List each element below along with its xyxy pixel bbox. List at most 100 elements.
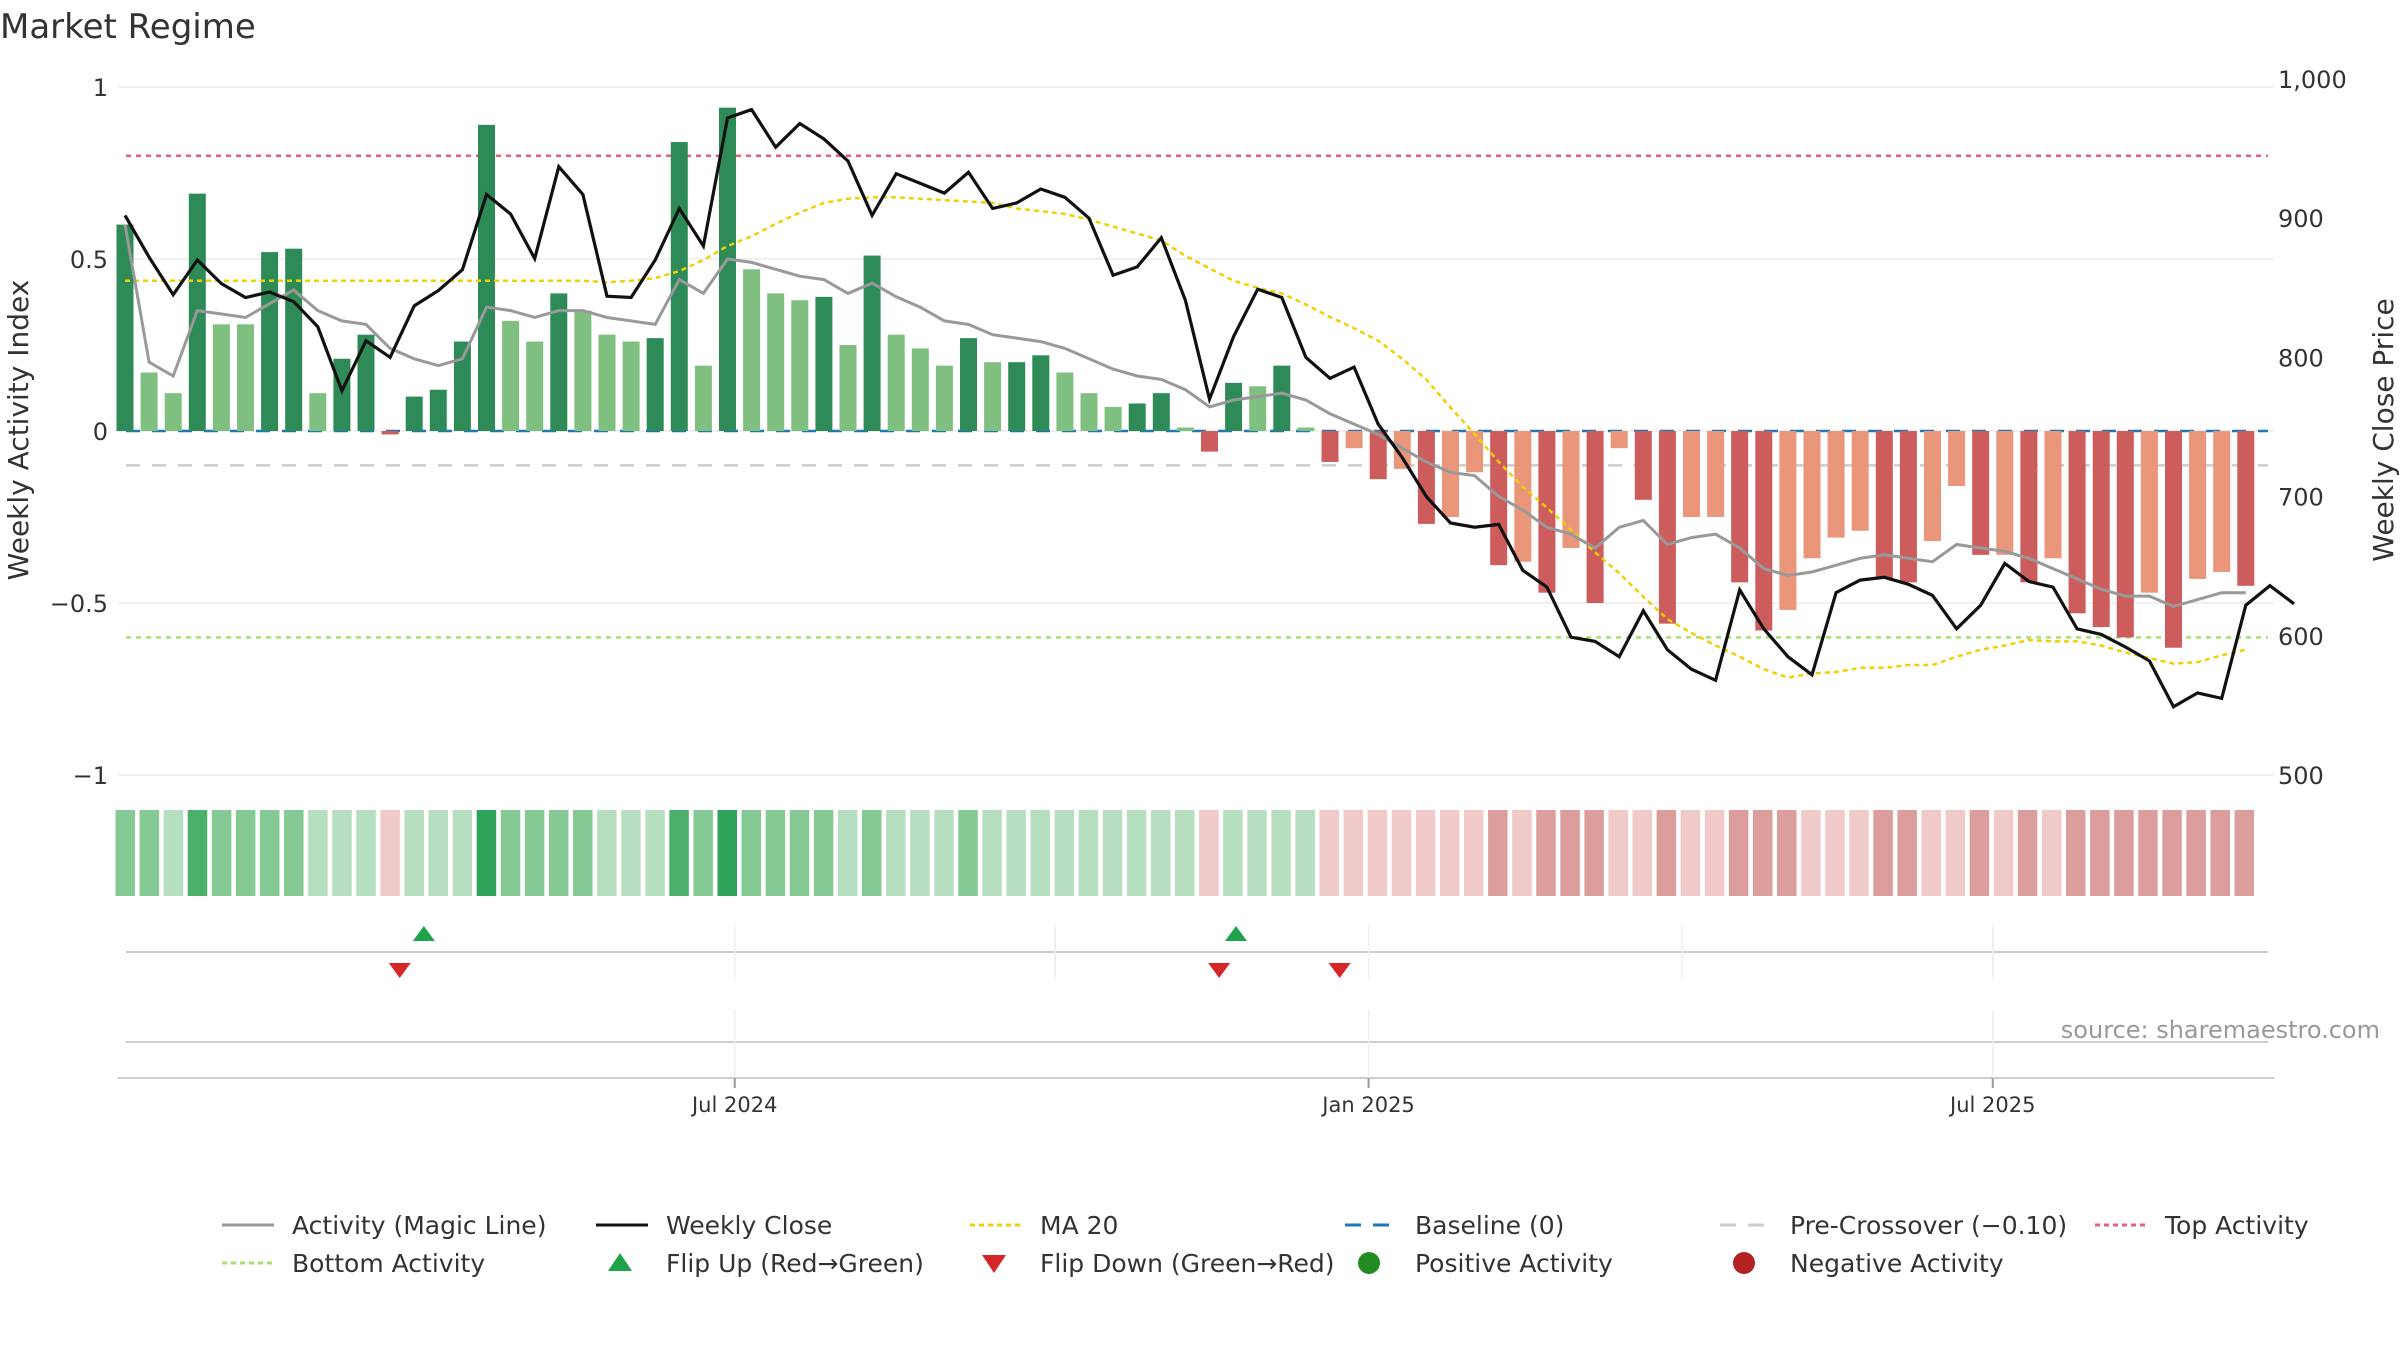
regime-cell [1319,810,1339,896]
activity-bar [1225,382,1243,431]
activity-bar [646,338,664,431]
activity-bar [1827,431,1845,538]
legend-item: Baseline (0) [1345,1211,1564,1240]
activity-bars [116,107,2255,648]
regime-cell [1969,810,1990,896]
regime-cell [332,810,352,896]
activity-bar [2020,431,2038,583]
regime-cell [1223,810,1243,896]
activity-bar [670,142,688,432]
regime-cell [1945,810,1966,896]
activity-bar [960,338,977,431]
activity-bar [815,296,833,431]
activity-bar [2092,431,2110,628]
legend-swatch-circle [1358,1252,1380,1274]
flip-down-marker [1328,963,1351,978]
regime-cell [187,810,208,896]
activity-bar [598,334,616,431]
activity-bar [1008,362,1026,431]
ma20-line [125,196,2247,679]
activity-bar [791,300,809,431]
regime-cell [1126,810,1147,896]
activity-bar [622,341,640,431]
activity-bar [1779,431,1797,610]
regime-cell [1704,810,1725,896]
activity-bar [164,393,182,431]
activity-bar [2068,431,2086,614]
activity-bar [1201,431,1218,452]
regime-cell [476,810,497,896]
regime-cell [2041,810,2062,896]
activity-bar [863,255,881,431]
legend-label: Bottom Activity [292,1249,485,1278]
regime-cell [1175,810,1195,896]
regime-cell [428,810,449,896]
regime-cell [2210,810,2230,896]
activity-bar [405,396,423,431]
activity-bar [1466,431,1484,473]
regime-cell [669,810,689,896]
regime-cell [645,810,665,896]
regime-cell [1873,810,1893,896]
regime-cell [1897,810,1917,896]
activity-bar [2237,431,2255,586]
legend-item: Bottom Activity [222,1249,485,1278]
activity-bar [453,341,471,431]
activity-bar [1273,365,1291,431]
regime-cell [2186,810,2206,896]
regime-cell [910,810,930,896]
activity-bar [1586,431,1604,603]
y-axis-label: Weekly Activity Index [2,280,35,581]
activity-bar [2165,431,2182,648]
regime-cell [573,810,593,896]
regime-cell [741,810,762,896]
regime-cell [1078,810,1099,896]
regime-cell [524,810,545,896]
y2-tick-label: 600 [2278,623,2324,651]
regime-cell [2162,810,2182,896]
activity-bar [1176,427,1194,431]
regime-cell [1054,810,1075,896]
regime-cell [1102,810,1123,896]
x-tick-label: Jan 2025 [1320,1093,1415,1117]
flip-down-marker [1208,963,1231,978]
reference-lines [126,154,2268,639]
regime-cell [1993,810,2014,896]
activity-bar [887,334,905,431]
regime-cell [284,810,304,896]
regime-cell [2090,810,2110,896]
activity-bar [1924,431,1941,542]
y2-tick-label: 1,000 [2278,66,2347,94]
activity-bar [381,431,399,435]
activity-bar [1369,431,1387,480]
legend-item: Flip Up (Red→Green) [608,1249,924,1278]
regime-cell [452,810,473,896]
regime-cell [789,810,810,896]
legend-label: Positive Activity [1415,1249,1613,1278]
regime-cell [1343,810,1364,896]
regime-cell [765,810,786,896]
legend-swatch-triangle-down [982,1255,1006,1273]
activity-bar [1972,431,1990,555]
regime-cell [1295,810,1315,896]
regime-cell [1488,810,1508,896]
regime-cell [886,810,906,896]
regime-cell [1752,810,1773,896]
activity-bar [357,334,375,431]
regime-cell [813,810,834,896]
regime-cell [115,810,135,896]
regime-cell [837,810,858,896]
activity-bar [1080,393,1098,431]
activity-bar [333,358,351,431]
y-tick-label: −1 [73,762,108,790]
regime-cell [1584,810,1604,896]
activity-bar [694,365,712,431]
legend-item: MA 20 [970,1211,1118,1240]
regime-cell [1512,810,1532,896]
legend-label: Flip Up (Red→Green) [666,1249,924,1278]
activity-bar [1297,427,1315,431]
chart-title: Market Regime [0,7,256,47]
activity-bar [1442,431,1459,517]
regime-cell [211,810,232,896]
legend-item: Top Activity [2095,1211,2309,1240]
